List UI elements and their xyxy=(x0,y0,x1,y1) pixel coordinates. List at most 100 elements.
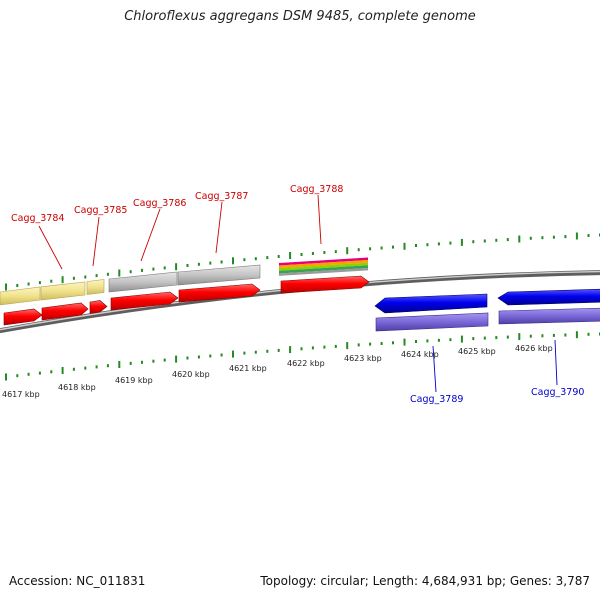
minor-tick xyxy=(334,250,337,254)
gene-label-cagg-3787: Cagg_3787 xyxy=(195,191,248,202)
minor-tick xyxy=(220,260,223,264)
major-tick xyxy=(346,342,349,350)
minor-tick xyxy=(186,264,189,267)
gene-label-cagg-3786: Cagg_3786 xyxy=(133,198,186,209)
major-tick xyxy=(232,350,234,358)
minor-tick xyxy=(38,371,41,375)
minor-tick xyxy=(27,372,30,376)
minor-tick xyxy=(449,241,452,245)
feature-bar-cagg-3785-b xyxy=(86,279,105,295)
feature-stack-cagg-3788 xyxy=(279,257,368,276)
feature-bar-cagg-3787 xyxy=(177,264,261,286)
minor-tick xyxy=(483,239,486,243)
gene-arrow-cagg-3785-a xyxy=(41,302,89,321)
gene-label-cagg-3789: Cagg_3789 xyxy=(410,394,463,405)
minor-tick xyxy=(564,235,567,239)
minor-tick xyxy=(152,267,155,271)
major-tick xyxy=(5,283,7,291)
gene-label-cagg-3790: Cagg_3790 xyxy=(531,387,584,398)
minor-tick xyxy=(129,361,132,365)
major-tick xyxy=(403,242,406,250)
minor-tick xyxy=(357,343,360,347)
minor-tick xyxy=(426,339,429,343)
major-tick xyxy=(575,331,578,339)
minor-tick xyxy=(472,337,475,341)
minor-tick xyxy=(16,284,19,287)
major-tick xyxy=(118,361,121,368)
gene-arrow-cagg-3788 xyxy=(280,275,370,294)
minor-tick xyxy=(106,272,109,276)
label-leaders xyxy=(38,194,558,393)
gene-arrows xyxy=(3,275,600,332)
feature-bar-cagg-3786 xyxy=(108,271,178,293)
minor-tick xyxy=(437,338,440,342)
major-tick xyxy=(175,355,178,363)
coord-label-4623: 4623 kbp xyxy=(344,354,382,363)
minor-tick xyxy=(16,374,19,378)
major-tick xyxy=(518,333,521,341)
minor-tick xyxy=(311,252,314,255)
minor-tick xyxy=(197,262,200,266)
major-tick xyxy=(289,252,292,259)
major-tick xyxy=(118,269,121,277)
minor-tick xyxy=(506,238,509,242)
minor-tick xyxy=(152,359,155,363)
minor-tick xyxy=(552,333,555,337)
minor-tick xyxy=(323,345,326,349)
accession-text: Accession: NC_011831 xyxy=(9,574,146,588)
minor-tick xyxy=(495,238,498,242)
coord-label-4618: 4618 kbp xyxy=(58,383,96,392)
gene-arrow-cagg-3785-b xyxy=(89,300,108,314)
minor-tick xyxy=(163,358,166,362)
major-tick xyxy=(289,346,292,354)
minor-tick xyxy=(277,255,280,258)
minor-tick xyxy=(254,350,257,354)
coord-label-4625: 4625 kbp xyxy=(458,347,496,356)
coordinate-labels: 4617 kbp 4618 kbp 4619 kbp 4620 kbp 4621… xyxy=(2,344,553,399)
major-tick xyxy=(346,247,349,255)
major-tick xyxy=(61,367,64,374)
minor-tick xyxy=(300,347,303,351)
minor-tick xyxy=(380,342,383,345)
minor-tick xyxy=(27,282,30,286)
coord-label-4624: 4624 kbp xyxy=(401,350,439,359)
minor-tick xyxy=(38,281,41,285)
major-tick xyxy=(175,263,178,271)
minor-tick xyxy=(495,336,498,340)
gene-label-cagg-3785: Cagg_3785 xyxy=(74,205,127,216)
minor-tick xyxy=(72,276,75,280)
minor-tick xyxy=(209,261,212,265)
gene-label-cagg-3788: Cagg_3788 xyxy=(290,184,343,195)
minor-tick xyxy=(587,332,590,336)
feature-arrow-cagg-3789 xyxy=(374,293,488,314)
minor-tick xyxy=(415,340,417,343)
minor-tick xyxy=(50,370,53,374)
minor-tick xyxy=(426,243,429,247)
major-tick xyxy=(575,232,578,240)
minor-tick xyxy=(472,240,475,244)
coord-label-4620: 4620 kbp xyxy=(172,370,210,379)
gene-arrow-cagg-3787 xyxy=(178,283,261,303)
minor-tick xyxy=(84,275,87,279)
minor-tick xyxy=(506,335,509,339)
minor-tick xyxy=(323,251,326,254)
minor-tick xyxy=(50,279,53,283)
minor-tick xyxy=(163,266,166,270)
major-tick xyxy=(518,235,521,243)
coordinate-ticks-inner xyxy=(5,331,600,381)
minor-tick xyxy=(587,234,590,237)
gene-bar-cagg-3790 xyxy=(498,307,600,325)
major-tick xyxy=(232,257,234,265)
minor-tick xyxy=(357,248,360,252)
minor-tick xyxy=(95,274,98,278)
minor-tick xyxy=(392,341,394,345)
gene-label-cagg-3784: Cagg_3784 xyxy=(11,213,64,224)
minor-tick xyxy=(449,338,452,342)
coordinate-ticks-outer xyxy=(5,232,600,291)
minor-tick xyxy=(311,346,314,350)
minor-tick xyxy=(415,244,417,247)
map-title: Chloroflexus aggregans DSM 9485, complet… xyxy=(124,9,476,24)
major-tick xyxy=(403,338,406,346)
minor-tick xyxy=(369,342,372,346)
